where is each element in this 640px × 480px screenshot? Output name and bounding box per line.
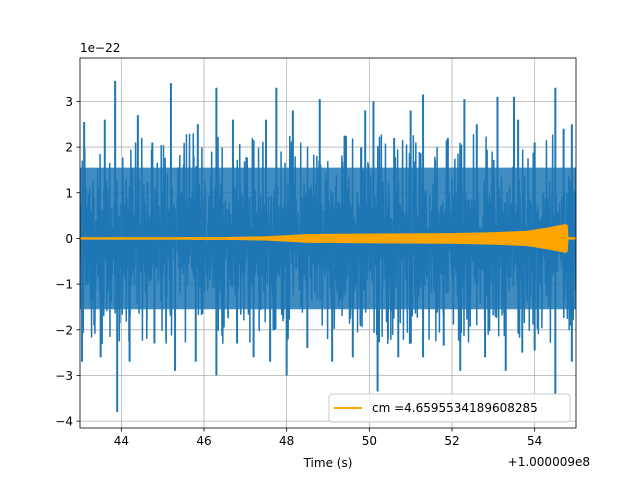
legend-box (328, 393, 571, 423)
y-axis: −4 −3 −2 −1 0 1 2 3 (55, 95, 80, 429)
y-scale-label: 1e−22 (80, 41, 120, 55)
x-axis-title: Time (s) (303, 456, 353, 470)
x-tick-label: 46 (196, 434, 211, 448)
x-tick-label: 50 (362, 434, 377, 448)
y-tick-label: 2 (65, 141, 73, 155)
y-tick-label: 3 (65, 95, 73, 109)
legend-label-cm: cm =4.6595534189608285 (372, 401, 538, 415)
x-tick-label: 44 (114, 434, 129, 448)
x-tick-label: 52 (444, 434, 459, 448)
series-cm-waveform (80, 223, 576, 253)
y-tick-label: −2 (55, 323, 73, 337)
plot-frame (79, 57, 577, 429)
x-tick-label: 54 (527, 434, 542, 448)
x-offset-label: +1.000009e8 (508, 455, 590, 469)
legend: cm =4.6595534189608285 (328, 393, 571, 423)
y-tick-label: −3 (55, 369, 73, 383)
series-group (80, 80, 576, 413)
y-tick-label: −4 (55, 415, 73, 429)
y-tick-label: 0 (65, 232, 73, 246)
x-tick-label: 48 (279, 434, 294, 448)
x-axis: 44 46 48 50 52 54 (114, 428, 542, 448)
y-tick-label: 1 (65, 186, 73, 200)
y-tick-label: −1 (55, 278, 73, 292)
